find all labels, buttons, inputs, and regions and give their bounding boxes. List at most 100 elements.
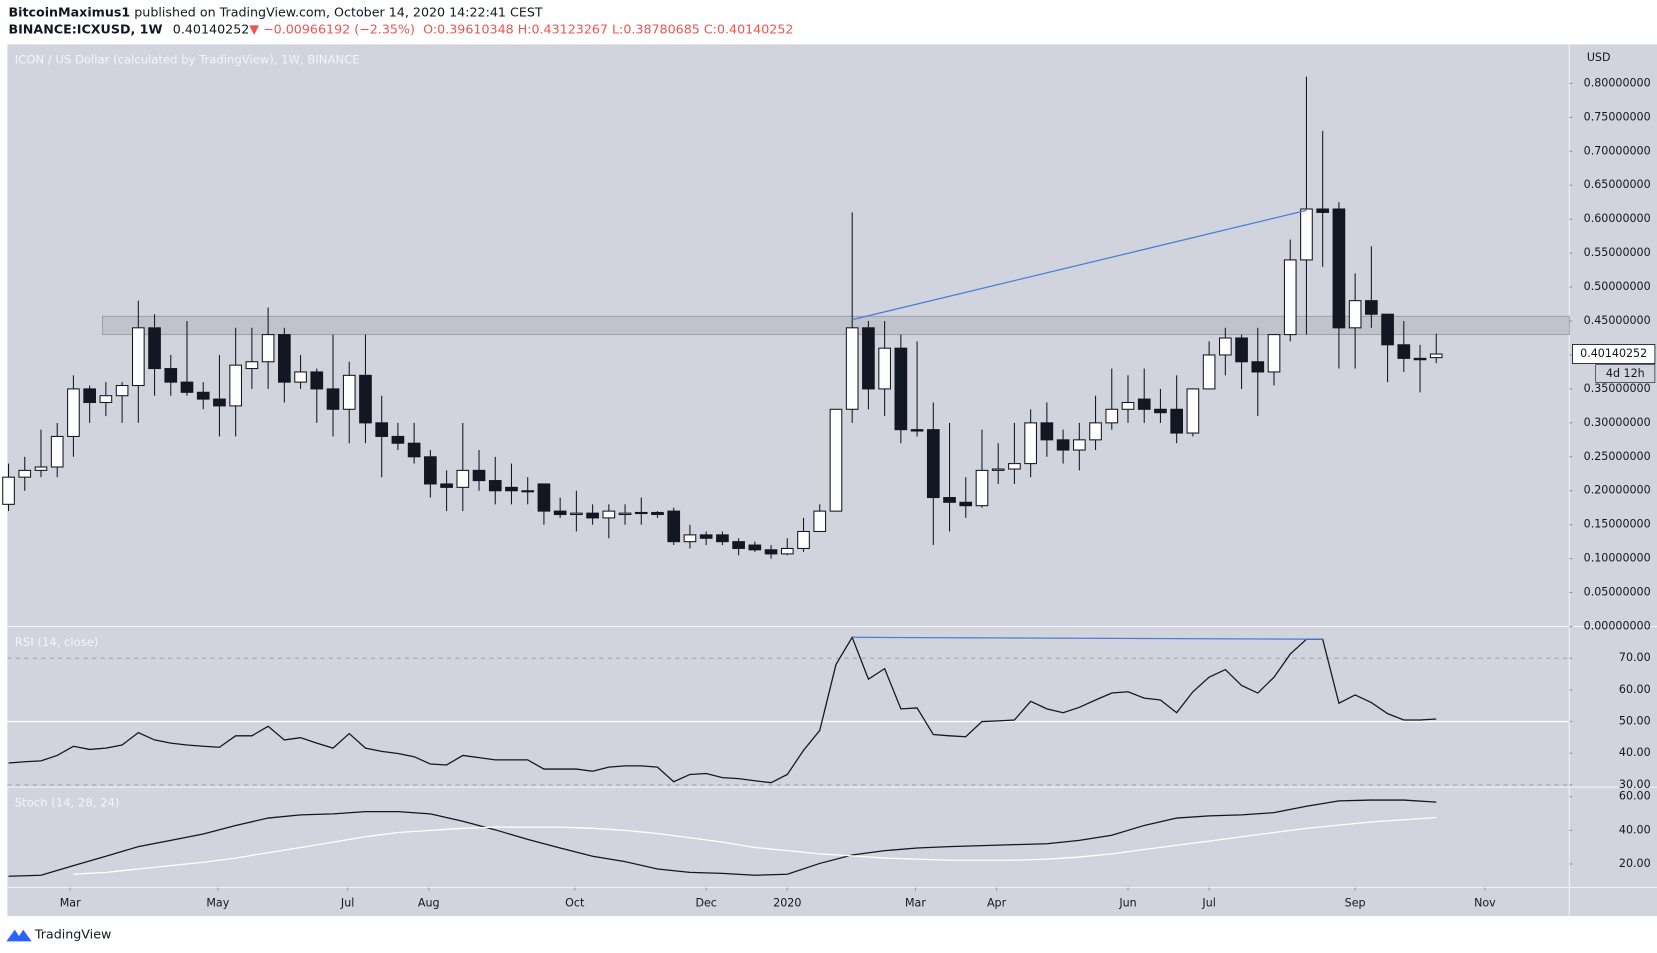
x-tick-label: 2020 (773, 896, 801, 909)
candle-body (862, 327, 875, 390)
candle-body (716, 534, 729, 543)
candle-body (813, 510, 827, 533)
candle-body (732, 541, 745, 549)
candle-body (310, 371, 324, 390)
candle-body (975, 469, 989, 507)
y-tick-label: 40.00 (1619, 746, 1651, 759)
y-tick-label: 0.60000000 (1584, 212, 1651, 225)
countdown-label: 4d 12h (1606, 367, 1645, 380)
candle-body (748, 544, 762, 551)
last-price-box (1572, 344, 1656, 364)
candle-body (926, 429, 940, 499)
candle-body (1056, 439, 1070, 451)
candle-body (1105, 408, 1119, 424)
candle-body (991, 468, 1005, 471)
candle-body (1218, 337, 1232, 356)
candle-body (83, 388, 96, 404)
candle-body (1332, 208, 1346, 329)
x-tick-label: Jun (1118, 896, 1136, 909)
candle-body (488, 480, 502, 492)
candle-body (99, 395, 113, 404)
tradingview-logo (6, 929, 32, 942)
candle-body (959, 501, 973, 507)
candle-body (1072, 439, 1086, 451)
candle-body (115, 384, 129, 397)
candle-body (1429, 353, 1443, 359)
y-tick-label: 0.75000000 (1584, 110, 1651, 123)
candle-body (342, 374, 356, 410)
trendline (852, 209, 1307, 321)
change: ▼ −0.00966192 (−2.35%) (249, 21, 415, 36)
candle-body (699, 534, 713, 539)
y-tick-label: 0.45000000 (1584, 314, 1651, 327)
candle-body (1008, 463, 1021, 470)
y-tick-label: 0.30000000 (1584, 416, 1651, 429)
candle-body (894, 347, 908, 431)
candle-body (245, 361, 259, 370)
y-tick-label: 0.00000000 (1584, 620, 1651, 633)
candle-body (1121, 401, 1135, 410)
candle-body (797, 530, 810, 549)
candle-body (1413, 357, 1427, 361)
y-tick-label: 0.80000000 (1584, 76, 1651, 89)
x-tick-label: Oct (565, 896, 585, 909)
candle-body (553, 510, 567, 516)
candle-body (634, 511, 648, 515)
series-line (73, 816, 1437, 875)
y-tick-label: 0.65000000 (1584, 178, 1651, 191)
candle-body (1300, 208, 1313, 261)
candle-body (1024, 422, 1037, 465)
candle-body (618, 512, 632, 516)
header-line: BitcoinMaximus1 published on TradingView… (8, 4, 542, 19)
y-tick-label: 50.00 (1619, 715, 1651, 728)
candle-body (180, 381, 194, 393)
candle-body (1154, 408, 1167, 414)
candle-body (326, 388, 340, 410)
y-tick-label: 40.00 (1619, 823, 1651, 836)
x-tick-label: May (206, 896, 229, 909)
ohlc: O:0.39610348 H:0.43123267 L:0.38780685 C… (423, 21, 793, 36)
x-tick-label: Dec (695, 896, 716, 909)
candle-body (1397, 344, 1411, 359)
series-line (8, 635, 1437, 784)
candle-body (570, 512, 583, 516)
candle-body (845, 327, 859, 410)
x-tick-label: Sep (1345, 896, 1366, 909)
series-line (8, 799, 1437, 877)
pane-title: RSI (14, close) (15, 635, 99, 649)
candle-body (278, 334, 291, 383)
candle-body (359, 374, 372, 424)
candle-body (829, 408, 843, 512)
candle-body (910, 429, 924, 432)
candle-body (1235, 337, 1248, 363)
price-unit: USD (1587, 51, 1611, 64)
candle-body (196, 391, 210, 400)
candle-body (505, 486, 518, 492)
y-tick-label: 0.35000000 (1584, 382, 1651, 395)
y-tick-label: 20.00 (1619, 857, 1651, 870)
y-tick-label: 0.15000000 (1584, 518, 1651, 531)
last-price: 0.40140252 (173, 21, 250, 36)
logo-icon (6, 929, 32, 942)
candle-body (521, 490, 535, 493)
candle-body (229, 364, 243, 407)
candle-body (67, 388, 80, 437)
candle-body (1186, 388, 1200, 434)
y-tick-label: 0.55000000 (1584, 246, 1651, 259)
candle-body (537, 483, 551, 512)
x-tick-label: Jul (340, 896, 354, 909)
brand: TradingView (34, 927, 111, 942)
candle-body (1202, 354, 1216, 390)
resistance-zone (102, 315, 1570, 336)
published: published on TradingView.com, October 14… (134, 4, 543, 19)
candle-body (1348, 300, 1362, 329)
y-tick-label: 0.50000000 (1584, 280, 1651, 293)
candle-body (440, 483, 453, 488)
countdown-box (1595, 364, 1656, 383)
candle-body (651, 511, 664, 516)
candle-body (18, 469, 32, 478)
candle-body (131, 327, 145, 387)
candle-body (943, 497, 956, 503)
